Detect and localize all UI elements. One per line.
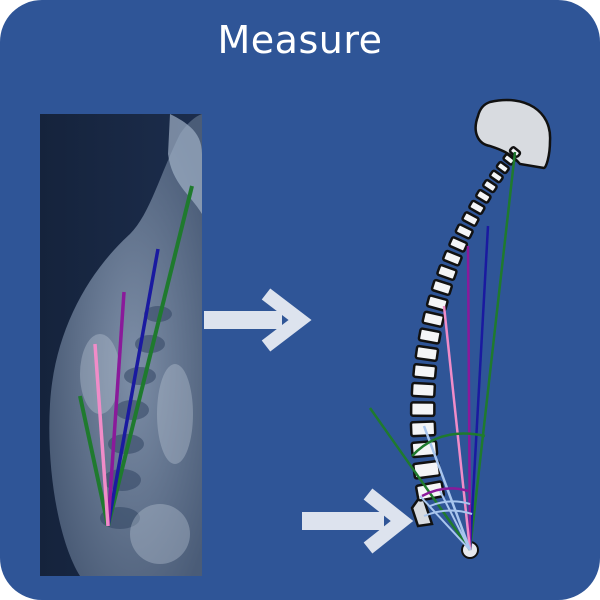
vertebra bbox=[454, 223, 474, 240]
vertebra bbox=[425, 294, 449, 312]
vertebra bbox=[436, 263, 458, 281]
vertebra bbox=[461, 211, 480, 227]
vertebra bbox=[448, 236, 469, 253]
vertebra bbox=[468, 199, 486, 216]
page-title: Measure bbox=[217, 18, 383, 62]
right-arrow-icon bbox=[204, 288, 312, 352]
vertebra bbox=[410, 381, 437, 399]
spine-diagram bbox=[368, 98, 552, 559]
vertebral-column bbox=[409, 146, 522, 502]
spine-xray-image bbox=[40, 114, 202, 576]
vertebra bbox=[412, 363, 438, 380]
vertebra bbox=[495, 161, 510, 175]
vertebra bbox=[482, 178, 498, 194]
measurement-lines bbox=[368, 151, 517, 551]
vertebra bbox=[414, 480, 446, 502]
vertebra bbox=[475, 188, 492, 204]
vertebra bbox=[488, 169, 504, 184]
vertebra bbox=[409, 401, 436, 418]
vertebra bbox=[409, 420, 437, 438]
vertebra bbox=[417, 327, 442, 345]
vertebra bbox=[442, 249, 463, 267]
vertebra bbox=[421, 310, 445, 328]
vertebra bbox=[430, 278, 454, 297]
right-arrow-icon bbox=[302, 488, 414, 554]
vertebra bbox=[414, 344, 440, 362]
